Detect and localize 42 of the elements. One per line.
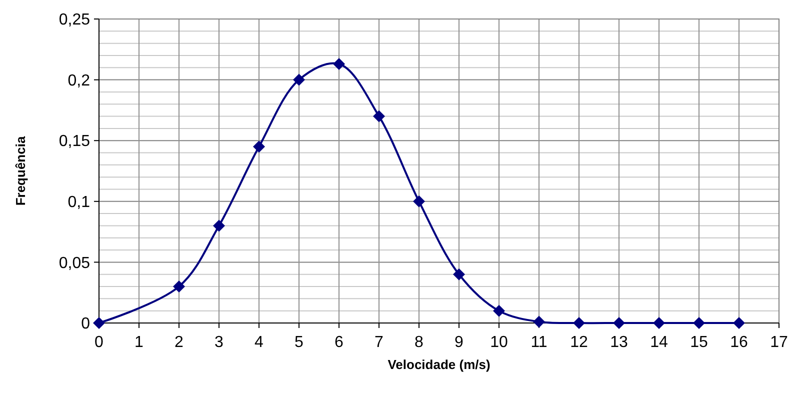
point xyxy=(373,110,385,122)
point xyxy=(453,268,465,280)
point xyxy=(293,74,305,86)
point xyxy=(693,317,705,329)
y-tick-label: 0,2 xyxy=(68,72,90,90)
point xyxy=(573,317,585,329)
x-tick-label: 13 xyxy=(610,334,628,351)
point xyxy=(333,58,345,70)
y-axis-title: Frequência xyxy=(13,136,28,206)
point xyxy=(253,140,265,153)
x-tick-label: 16 xyxy=(730,334,748,351)
point xyxy=(413,195,425,208)
x-tick-label: 5 xyxy=(294,334,304,351)
x-axis-title: Velocidade (m/s) xyxy=(388,357,490,372)
x-tick-label: 7 xyxy=(374,334,384,351)
point xyxy=(213,220,225,232)
x-tick-label: 9 xyxy=(454,334,464,351)
point xyxy=(733,317,745,329)
x-tick-label: 3 xyxy=(214,334,224,351)
x-tick-label: 17 xyxy=(770,334,788,351)
x-tick-label: 8 xyxy=(414,334,424,351)
x-tick-label: 0 xyxy=(94,334,104,351)
x-tick-label: 1 xyxy=(134,334,144,351)
x-tick-label: 14 xyxy=(650,334,668,351)
point xyxy=(93,317,105,329)
point xyxy=(533,316,545,328)
x-tick-label: 12 xyxy=(570,334,588,351)
x-tick-label: 15 xyxy=(690,334,708,351)
x-tick-label: 10 xyxy=(490,334,508,351)
x-tick-label: 6 xyxy=(334,334,344,351)
x-tick-label: 4 xyxy=(254,334,264,351)
y-tick-label: 0,05 xyxy=(58,254,90,272)
point xyxy=(493,304,505,317)
x-tick-label: 2 xyxy=(174,334,184,351)
y-tick-label: 0,15 xyxy=(58,133,90,150)
y-tick-label: 0,1 xyxy=(68,194,90,211)
y-tick-label: 0,25 xyxy=(58,12,90,29)
point xyxy=(653,317,665,329)
x-tick-label: 11 xyxy=(530,334,548,351)
y-tick-label: 0 xyxy=(81,316,90,333)
point xyxy=(613,317,625,329)
point xyxy=(173,280,185,293)
